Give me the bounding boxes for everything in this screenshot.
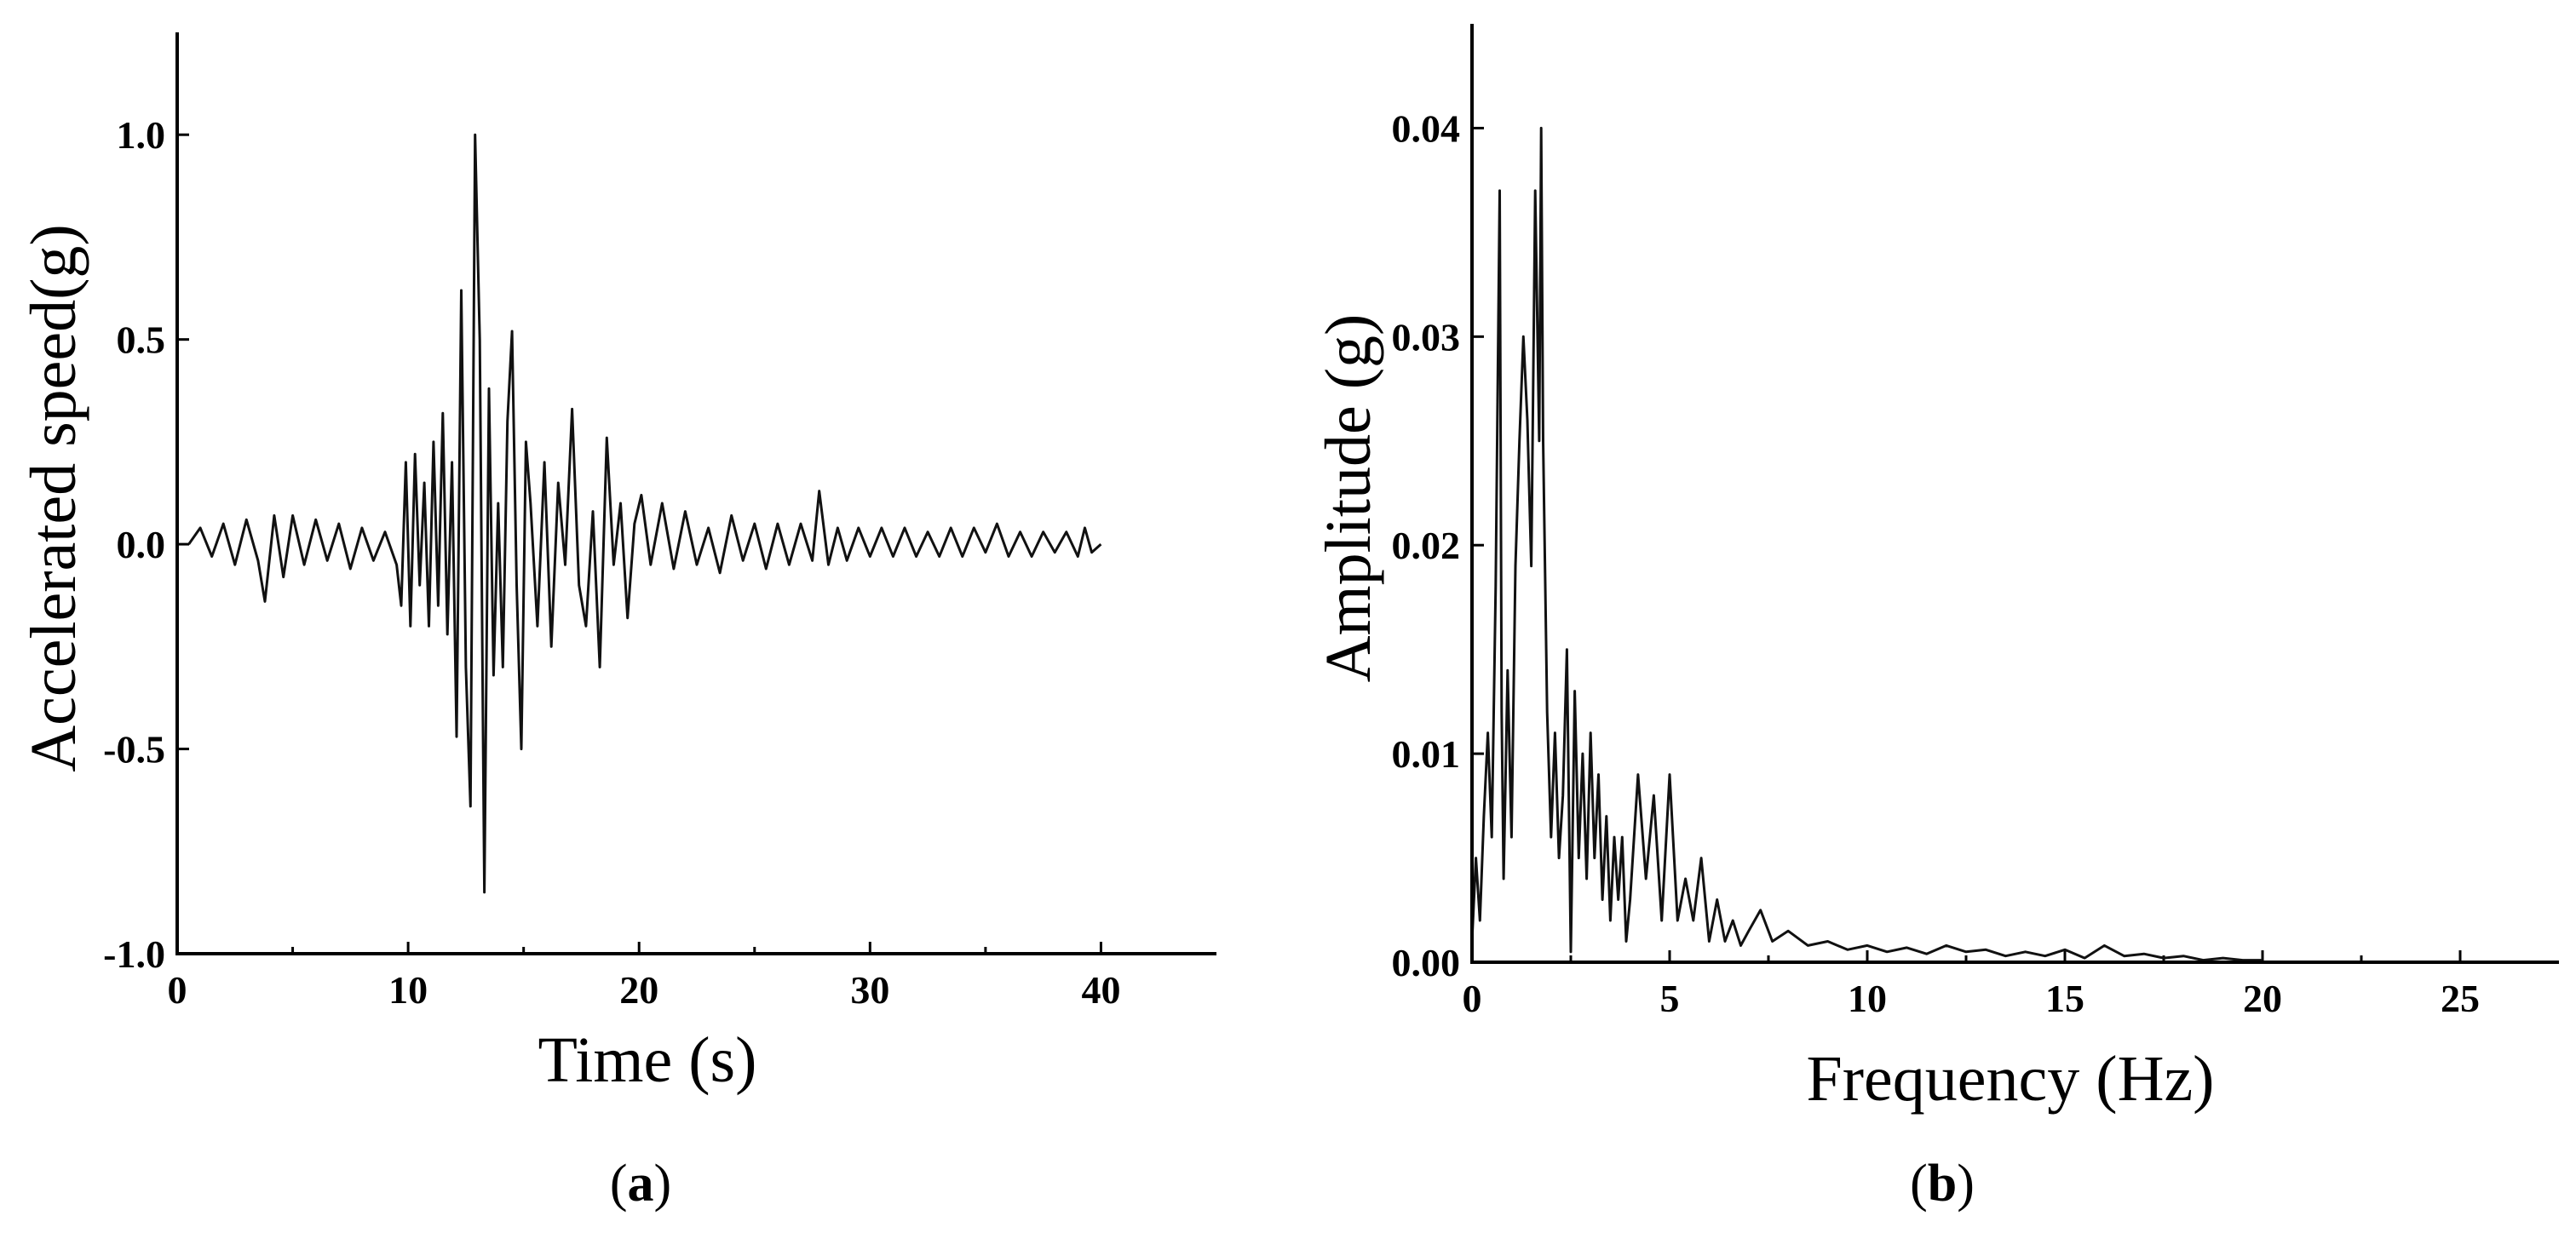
panel-label-a: (a) (610, 1155, 671, 1213)
y-tick-label: 0.5 (117, 318, 166, 362)
x-tick-label: 40 (1081, 968, 1120, 1012)
time-history-y-axis-title: Accelerated speed(g) (18, 224, 89, 771)
spectrum-ticks: 0 5 10 15 20 25 0.00 0.01 0.02 0.03 0.04 (1392, 106, 2481, 1020)
x-tick-label: 15 (2045, 977, 2084, 1020)
panel-label-b-letter: b (1928, 1155, 1957, 1213)
panel-label-b: (b) (1910, 1155, 1975, 1213)
y-tick-label: 0.04 (1392, 106, 1461, 150)
x-tick-label: 20 (2243, 977, 2282, 1020)
y-tick-label: 0.02 (1392, 524, 1461, 567)
acceleration-series-line (187, 133, 1102, 894)
x-tick-label: 5 (1660, 977, 1680, 1020)
y-tick-label: 0.03 (1392, 315, 1461, 358)
x-tick-label: 0 (168, 968, 187, 1012)
spectrum-y-axis-title: Amplitude (g) (1313, 314, 1384, 683)
x-tick-label: 10 (388, 968, 428, 1012)
x-tick-label: 30 (850, 968, 889, 1012)
y-tick-label: 0.0 (117, 523, 166, 566)
x-tick-label: 25 (2441, 977, 2480, 1020)
time-history-x-axis-title: Time (s) (538, 1024, 757, 1096)
panel-label-a-letter: a (628, 1155, 654, 1213)
y-tick-label: 0.01 (1392, 732, 1461, 776)
y-tick-label: 1.0 (117, 113, 166, 157)
x-tick-label: 10 (1848, 977, 1887, 1020)
spectrum-x-axis-title: Frequency (Hz) (1806, 1043, 2214, 1115)
spectrum-panel: 0 5 10 15 20 25 0.00 0.01 0.02 0.03 0.04 Frequency… (1313, 24, 2559, 1213)
y-tick-label: -0.5 (103, 728, 165, 771)
y-tick-label: -1.0 (103, 932, 165, 976)
time-history-ticks: 0 10 20 30 40 -1.0 -0.5 0.0 0.5 1.0 (103, 113, 1120, 1012)
x-tick-label: 20 (619, 968, 658, 1012)
y-tick-label: 0.00 (1392, 941, 1461, 984)
amplitude-series-line (1470, 126, 2263, 962)
time-history-panel: 0 10 20 30 40 -1.0 -0.5 0.0 0.5 1.0 Time (s) Acce… (18, 32, 1216, 1213)
x-tick-label: 0 (1463, 977, 1482, 1020)
